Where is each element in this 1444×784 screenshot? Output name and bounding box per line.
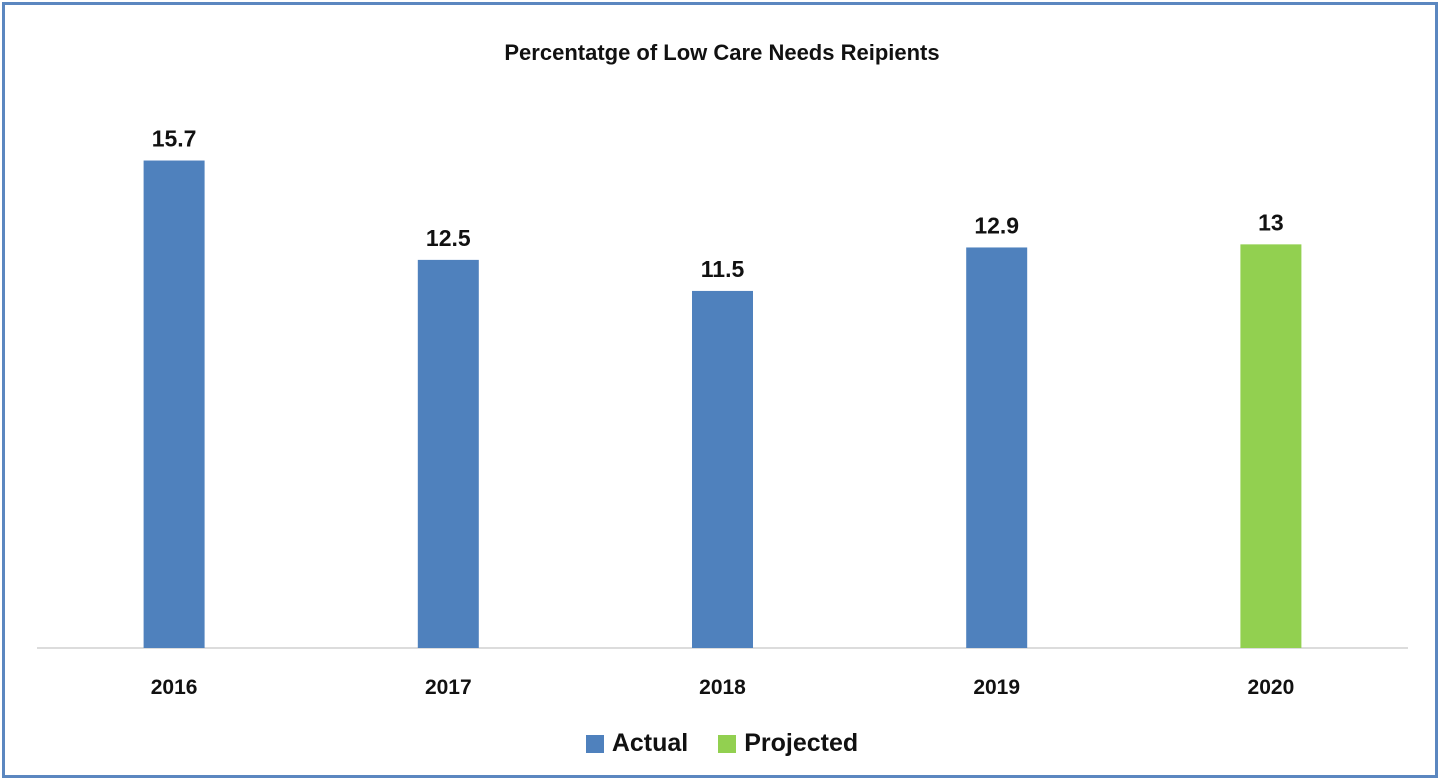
x-tick-label-2018: 2018 xyxy=(699,676,746,699)
legend-label-actual: Actual xyxy=(611,729,689,757)
bar-2019 xyxy=(966,247,1028,649)
data-label-2017: 12.5 xyxy=(426,225,471,251)
legend-label-projected: Projected xyxy=(744,729,859,757)
bar-2018 xyxy=(692,290,753,648)
bar-2016 xyxy=(143,160,205,648)
bar-2017 xyxy=(417,259,479,648)
bars-group: 15.7 2016 12.5 2017 11.5 2018 12.9 2019 13 2020 xyxy=(143,126,1302,699)
legend-item-projected: Projected xyxy=(718,729,858,758)
chart-title: Percentatge of Low Care Needs Reipients xyxy=(504,40,940,65)
x-tick-label-2020: 2020 xyxy=(1248,676,1295,699)
data-label-2020: 13 xyxy=(1258,209,1284,235)
data-label-2019: 12.9 xyxy=(974,212,1019,238)
legend-swatch-projected xyxy=(718,734,737,753)
legend-swatch-actual xyxy=(585,734,604,753)
data-label-2016: 15.7 xyxy=(152,126,197,152)
x-tick-label-2019: 2019 xyxy=(973,676,1020,699)
x-tick-label-2017: 2017 xyxy=(425,676,472,699)
bar-2020 xyxy=(1240,244,1302,648)
legend-item-actual: Actual xyxy=(585,729,689,758)
legend: Actual Projected xyxy=(0,729,1444,758)
x-tick-label-2016: 2016 xyxy=(151,676,198,699)
data-label-2018: 11.5 xyxy=(701,256,745,282)
